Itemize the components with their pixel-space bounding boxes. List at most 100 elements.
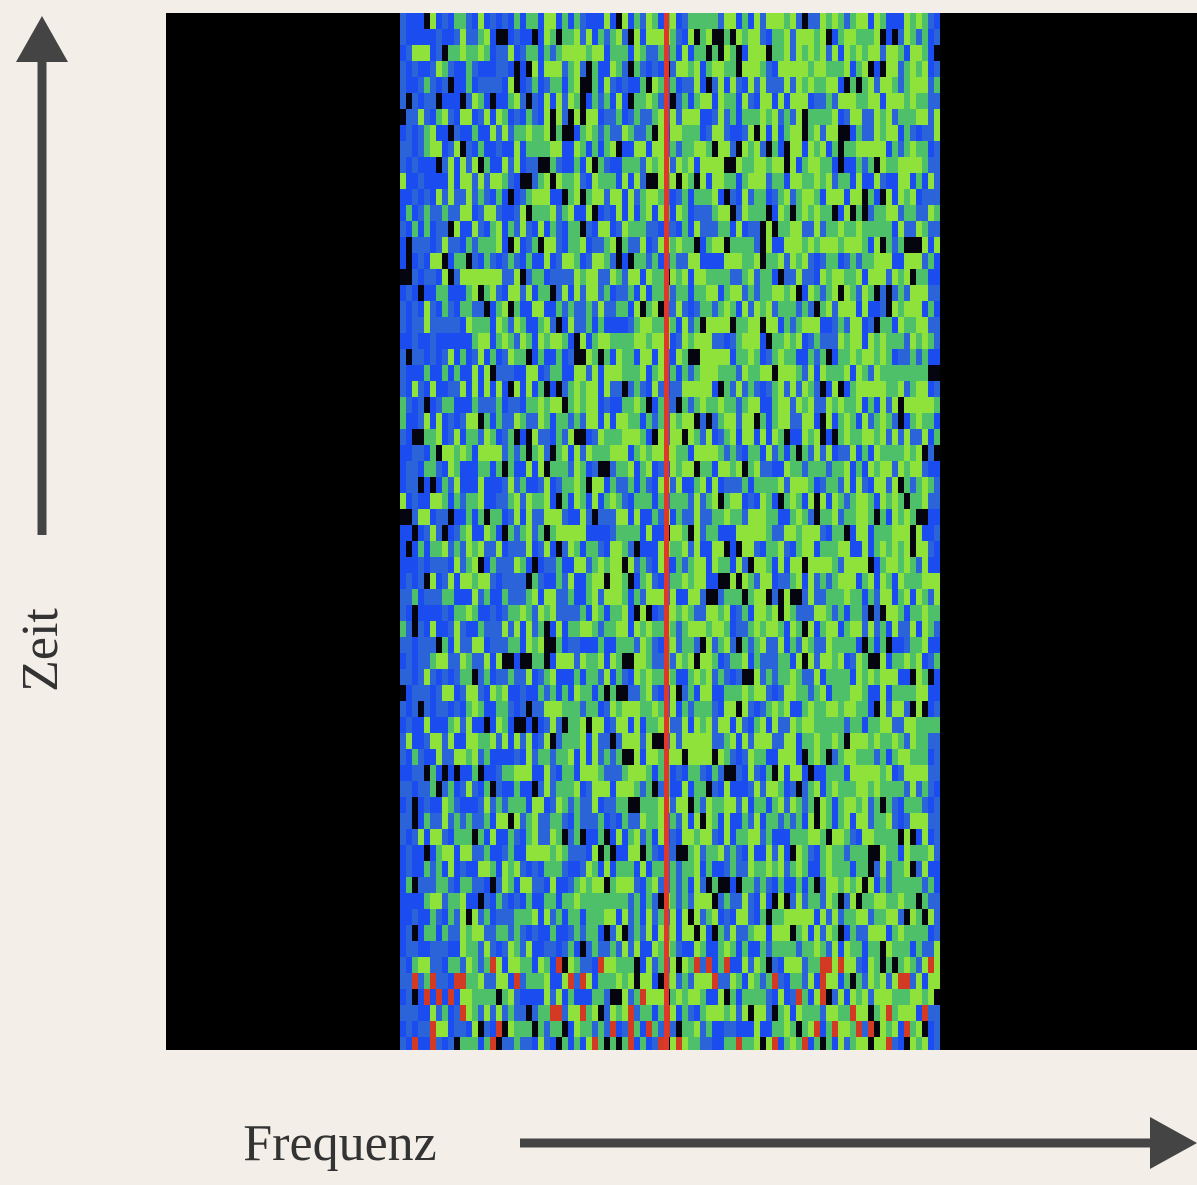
spectrogram-cell (742, 749, 748, 765)
spectrogram-cell (760, 93, 766, 109)
spectrogram-cell (532, 141, 538, 157)
spectrogram-cell (718, 557, 724, 573)
spectrogram-cell (406, 989, 412, 1005)
spectrogram-cell (814, 781, 820, 797)
spectrogram-cell (550, 845, 556, 861)
spectrogram-cell (790, 1021, 796, 1037)
spectrogram-cell (400, 557, 406, 573)
spectrogram-cell (826, 189, 832, 205)
spectrogram-cell (688, 701, 694, 717)
spectrogram-cell (814, 269, 820, 285)
spectrogram-cell (538, 957, 544, 973)
spectrogram-cell (730, 461, 736, 477)
spectrogram-cell (652, 909, 658, 925)
spectrogram-cell (670, 941, 676, 957)
spectrogram-cell (454, 141, 460, 157)
spectrogram-cell (688, 621, 694, 637)
spectrogram-cell (844, 589, 850, 605)
spectrogram-cell (658, 77, 664, 93)
spectrogram-cell (634, 541, 640, 557)
spectrogram-cell (550, 557, 556, 573)
spectrogram-cell (802, 429, 808, 445)
spectrogram-cell (568, 125, 574, 141)
spectrogram-cell (706, 109, 712, 125)
spectrogram-cell (850, 477, 856, 493)
spectrogram-cell (538, 333, 544, 349)
spectrogram-cell (532, 173, 538, 189)
spectrogram-cell (802, 253, 808, 269)
spectrogram-cell (538, 1021, 544, 1037)
spectrogram-cell (586, 397, 592, 413)
spectrogram-cell (844, 77, 850, 93)
spectrogram-cell (730, 269, 736, 285)
spectrogram-cell (580, 461, 586, 477)
spectrogram-cell (526, 429, 532, 445)
spectrogram-cell (628, 13, 634, 29)
spectrogram-cell (568, 413, 574, 429)
spectrogram-cell (766, 221, 772, 237)
spectrogram-cell (640, 877, 646, 893)
spectrogram-cell (790, 557, 796, 573)
spectrogram-cell (604, 349, 610, 365)
spectrogram-cell (544, 733, 550, 749)
spectrogram-cell (448, 461, 454, 477)
spectrogram-cell (592, 173, 598, 189)
spectrogram-cell (556, 509, 562, 525)
spectrogram-cell (826, 269, 832, 285)
spectrogram-cell (436, 797, 442, 813)
spectrogram-cell (436, 1021, 442, 1037)
spectrogram-cell (490, 461, 496, 477)
spectrogram-cell (484, 1005, 490, 1021)
spectrogram-cell (484, 333, 490, 349)
spectrogram-cell (472, 461, 478, 477)
spectrogram-cell (718, 813, 724, 829)
spectrogram-cell (766, 29, 772, 45)
spectrogram-cell (754, 285, 760, 301)
spectrogram-cell (442, 813, 448, 829)
spectrogram-cell (778, 205, 784, 221)
spectrogram-cell (796, 109, 802, 125)
spectrogram-cell (778, 189, 784, 205)
spectrogram-cell (604, 13, 610, 29)
spectrogram-cell (778, 237, 784, 253)
spectrogram-cell (472, 317, 478, 333)
spectrogram-cell (568, 109, 574, 125)
spectrogram-cell (850, 653, 856, 669)
spectrogram-cell (442, 45, 448, 61)
spectrogram-cell (448, 381, 454, 397)
spectrogram-cell (850, 237, 856, 253)
spectrogram-cell (670, 173, 676, 189)
spectrogram-cell (694, 589, 700, 605)
spectrogram-cell (730, 989, 736, 1005)
spectrogram-cell (694, 637, 700, 653)
spectrogram-cell (838, 109, 844, 125)
spectrogram-cell (556, 285, 562, 301)
spectrogram-cell (856, 749, 862, 765)
spectrogram-cell (442, 701, 448, 717)
spectrogram-cell (550, 941, 556, 957)
spectrogram-cell (460, 221, 466, 237)
spectrogram-cell (694, 573, 700, 589)
spectrogram-cell (556, 861, 562, 877)
spectrogram-cell (760, 285, 766, 301)
spectrogram-cell (436, 877, 442, 893)
spectrogram-cell (712, 445, 718, 461)
spectrogram-cell (412, 669, 418, 685)
spectrogram-cell (640, 237, 646, 253)
spectrogram-cell (634, 61, 640, 77)
spectrogram-cell (700, 909, 706, 925)
spectrogram-cell (628, 525, 634, 541)
spectrogram-cell (628, 605, 634, 621)
spectrogram-cell (652, 973, 658, 989)
spectrogram-cell (418, 621, 424, 637)
spectrogram-cell (640, 429, 646, 445)
spectrogram-cell (532, 765, 538, 781)
spectrogram-cell (418, 189, 424, 205)
spectrogram-cell (454, 637, 460, 653)
spectrogram-cell (430, 605, 436, 621)
spectrogram-cell (688, 125, 694, 141)
spectrogram-cell (436, 397, 442, 413)
spectrogram-cell (742, 333, 748, 349)
spectrogram-cell (460, 861, 466, 877)
spectrogram-cell (826, 541, 832, 557)
